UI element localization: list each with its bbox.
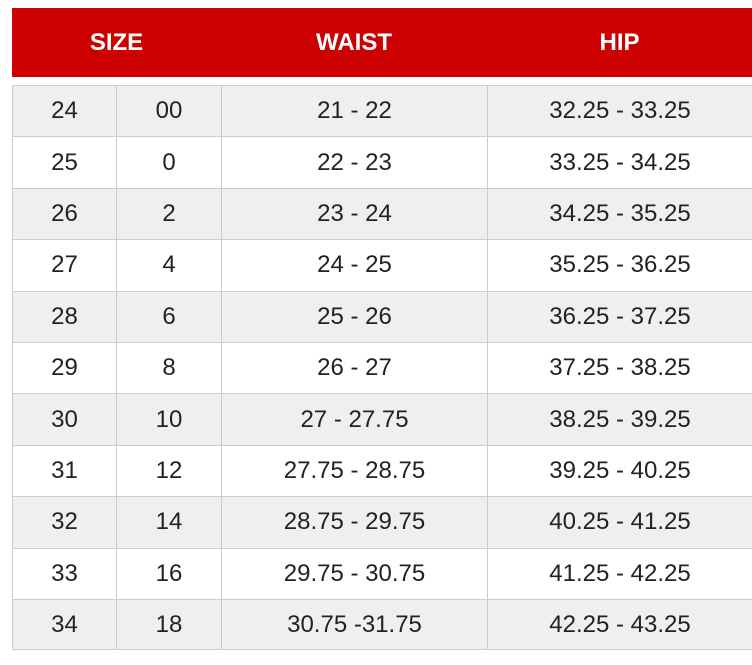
table-cell: 16 bbox=[116, 548, 221, 599]
table-cell: 34.25 - 35.25 bbox=[487, 188, 752, 240]
table-cell: 22 - 23 bbox=[221, 137, 487, 188]
table-cell: 30 bbox=[12, 394, 116, 445]
table-row: 24 00 21 - 22 32.25 - 33.25 bbox=[12, 85, 752, 137]
table-cell: 27 bbox=[12, 240, 116, 291]
table-cell: 12 bbox=[116, 445, 221, 497]
table-cell: 33.25 - 34.25 bbox=[487, 137, 752, 188]
table-row: 25 0 22 - 23 33.25 - 34.25 bbox=[12, 136, 752, 188]
table-cell: 37.25 - 38.25 bbox=[487, 343, 752, 394]
table-cell: 24 - 25 bbox=[221, 240, 487, 291]
table-row: 28 6 25 - 26 36.25 - 37.25 bbox=[12, 290, 752, 342]
table-cell: 30.75 -31.75 bbox=[221, 600, 487, 650]
table-row: 27 4 24 - 25 35.25 - 36.25 bbox=[12, 239, 752, 291]
table-cell: 2 bbox=[116, 188, 221, 240]
table-cell: 26 bbox=[12, 188, 116, 240]
table-cell: 24 bbox=[12, 86, 116, 137]
table-cell: 23 - 24 bbox=[221, 188, 487, 240]
table-cell: 10 bbox=[116, 394, 221, 445]
table-cell: 8 bbox=[116, 343, 221, 394]
table-cell: 00 bbox=[116, 86, 221, 137]
table-row: 26 2 23 - 24 34.25 - 35.25 bbox=[12, 187, 752, 240]
header-cell: WAIST bbox=[316, 29, 392, 56]
table-cell: 40.25 - 41.25 bbox=[487, 497, 752, 548]
table-cell: 32 bbox=[12, 497, 116, 548]
table-cell: 21 - 22 bbox=[221, 86, 487, 137]
table-cell: 28 bbox=[12, 291, 116, 342]
table-cell: 34 bbox=[12, 600, 116, 650]
table-cell: 29 bbox=[12, 343, 116, 394]
table-cell: 33 bbox=[12, 548, 116, 599]
table-row: 32 14 28.75 - 29.75 40.25 - 41.25 bbox=[12, 496, 752, 548]
table-cell: 32.25 - 33.25 bbox=[487, 86, 752, 137]
table-row: 29 8 26 - 27 37.25 - 38.25 bbox=[12, 342, 752, 394]
table-cell: 31 bbox=[12, 445, 116, 497]
table-cell: 42.25 - 43.25 bbox=[487, 600, 752, 650]
table-cell: 41.25 - 42.25 bbox=[487, 548, 752, 599]
table-cell: 36.25 - 37.25 bbox=[487, 291, 752, 342]
table-cell: 35.25 - 36.25 bbox=[487, 240, 752, 291]
table-cell: 39.25 - 40.25 bbox=[487, 445, 752, 497]
header-cell: HIP bbox=[599, 29, 640, 56]
header-cell: SIZE bbox=[89, 29, 144, 56]
table-cell: 26 - 27 bbox=[221, 343, 487, 394]
table-cell: 14 bbox=[116, 497, 221, 548]
table-header: SIZE WAIST HIP bbox=[12, 8, 752, 77]
table-row: 31 12 27.75 - 28.75 39.25 - 40.25 bbox=[12, 444, 752, 497]
table-cell: 25 bbox=[12, 137, 116, 188]
table-cell: 4 bbox=[116, 240, 221, 291]
table-cell: 25 - 26 bbox=[221, 291, 487, 342]
table-cell: 18 bbox=[116, 600, 221, 650]
table-cell: 27.75 - 28.75 bbox=[221, 445, 487, 497]
table-row: 30 10 27 - 27.75 38.25 - 39.25 bbox=[12, 393, 752, 445]
table-row: 34 18 30.75 -31.75 42.25 - 43.25 bbox=[12, 599, 752, 651]
table-cell: 38.25 - 39.25 bbox=[487, 394, 752, 445]
table-cell: 27 - 27.75 bbox=[221, 394, 487, 445]
table-cell: 29.75 - 30.75 bbox=[221, 548, 487, 599]
table-row: 33 16 29.75 - 30.75 41.25 - 42.25 bbox=[12, 547, 752, 599]
table-cell: 6 bbox=[116, 291, 221, 342]
table-cell: 0 bbox=[116, 137, 221, 188]
table-cell: 28.75 - 29.75 bbox=[221, 497, 487, 548]
